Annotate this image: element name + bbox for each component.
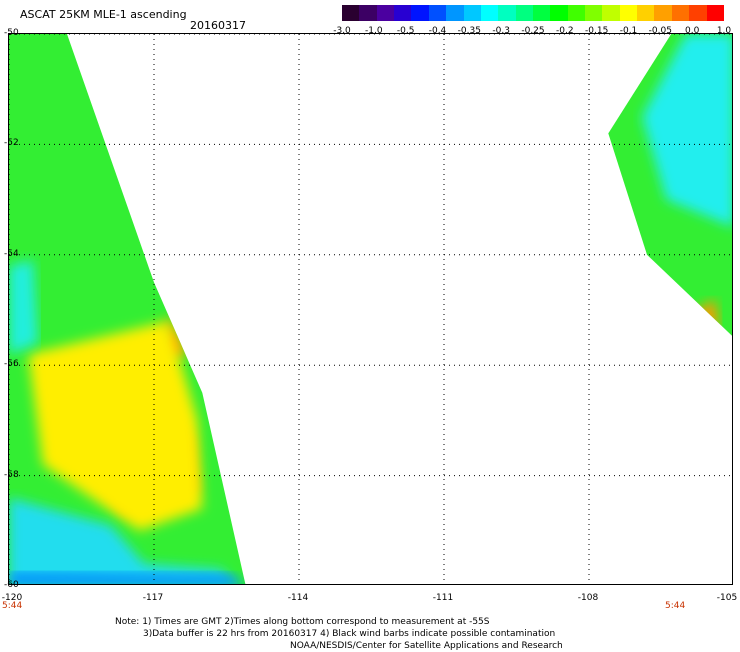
region-blue-south-edge [9,572,246,584]
color-bar-swatch [706,5,724,21]
latitude-label: -60 [4,580,19,590]
latitude-label: -56 [4,359,19,370]
color-bar-swatch [567,5,586,21]
product-title: ASCAT 25KM MLE-1 ascending [20,8,187,21]
region-cyan-west [9,260,38,355]
color-bar-swatch [585,5,603,21]
color-bar-swatch [446,5,464,21]
color-bar-swatch [654,5,672,21]
color-bar-label: -0.15 [585,26,609,36]
product-date: 20160317 [190,19,246,32]
longitude-label: -105 [716,593,738,603]
color-bar-swatch [428,5,447,21]
latitude-label: -52 [4,138,19,149]
time-left: 5:44 [2,601,23,611]
color-bar-swatch [342,5,360,21]
color-bar-swatch [532,5,551,21]
color-bar-label: -1.0 [365,26,383,36]
color-bar-swatch [602,5,620,21]
color-bar-swatch [637,5,655,21]
color-bar-label: 0.0 [684,26,700,36]
color-bar-label: -0.3 [492,26,510,36]
map-panel [8,33,733,585]
color-bar-swatch [619,5,638,21]
field-regions [9,34,732,584]
color-bar-swatch [411,5,429,21]
color-bar-swatch [689,5,707,21]
longitude-label: -114 [287,593,309,603]
color-bar-label: -0.4 [428,26,447,36]
color-bar-swatch [394,5,412,21]
color-bar-swatch [463,5,481,21]
color-bar-swatch [359,5,377,21]
note-line-2: 3)Data buffer is 22 hrs from 20160317 4)… [143,629,556,639]
color-bar-label: 1.0 [716,26,732,36]
longitude-label: -111 [432,593,454,603]
latitude-label: -58 [4,469,19,480]
latitude-label: -50 [4,28,19,38]
color-bar [342,5,724,21]
time-right: 5:44 [665,601,686,611]
note-line-3: NOAA/NESDIS/Center for Satellite Applica… [290,641,563,651]
color-bar-swatch [376,5,395,21]
wind-field-map [9,34,732,584]
longitude-label: -117 [142,593,164,603]
graticule [9,34,732,584]
color-bar-label: -0.05 [648,26,672,36]
color-bar-label: -3.0 [333,26,351,36]
longitude-label: -108 [577,593,599,603]
region-yellow-band [28,321,203,531]
color-bar-label: -0.25 [521,26,545,36]
longitude-label: -120 [1,593,23,603]
color-bar-swatch [550,5,568,21]
note-line-1: Note: 1) Times are GMT 2)Times along bot… [115,617,490,627]
color-bar-swatch [515,5,533,21]
color-bar-label: -0.1 [619,26,638,36]
region-cyan-east [642,34,732,228]
region-cyan-south [9,497,237,584]
color-bar-label: -0.2 [556,26,574,36]
color-bar-label: -0.5 [396,26,415,36]
color-bar-swatch [480,5,499,21]
color-bar-label: -0.35 [457,26,481,36]
color-bar-swatch [671,5,690,21]
color-bar-swatch [498,5,516,21]
latitude-label: -54 [4,248,19,259]
